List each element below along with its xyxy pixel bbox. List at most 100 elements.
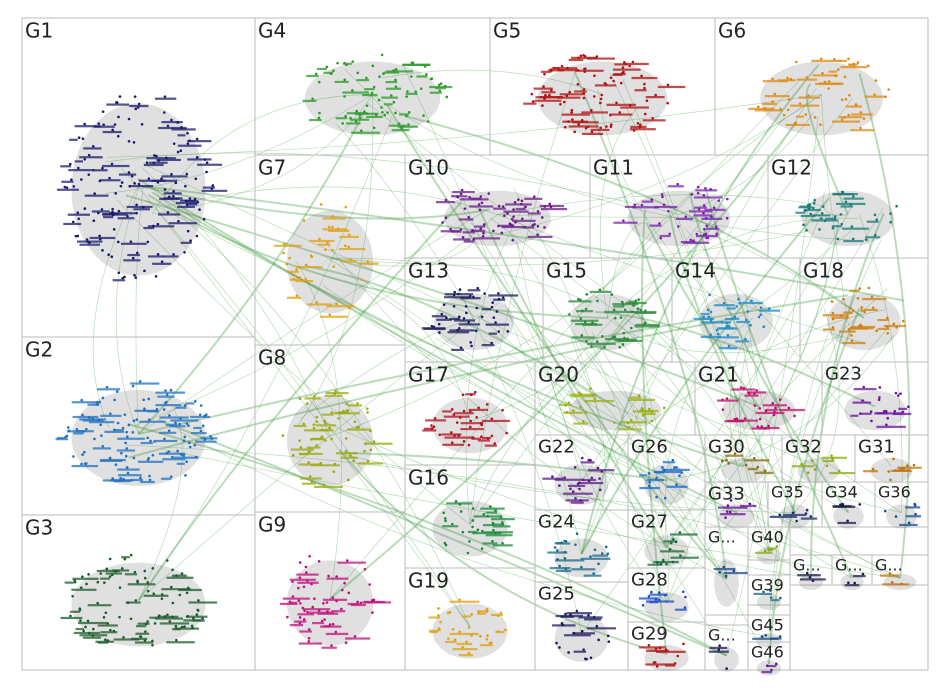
node — [703, 227, 706, 231]
node-label-mark — [452, 648, 478, 651]
node — [436, 614, 440, 617]
node — [328, 623, 332, 626]
node — [394, 85, 398, 88]
node — [457, 315, 461, 319]
node-label-mark — [571, 568, 596, 571]
node — [844, 98, 848, 101]
node — [297, 586, 300, 590]
node-label-mark — [449, 317, 461, 321]
node-label-mark — [104, 430, 125, 433]
node — [195, 613, 199, 616]
node — [718, 571, 721, 574]
edge — [745, 292, 796, 513]
node-label-mark — [323, 625, 332, 628]
node-label-mark — [431, 315, 447, 318]
edge — [607, 222, 645, 319]
node-label-mark — [112, 569, 130, 572]
node-label-mark — [656, 650, 686, 653]
node — [709, 333, 712, 337]
node — [805, 76, 809, 79]
node — [84, 625, 87, 629]
node — [166, 211, 170, 214]
node — [430, 424, 433, 427]
node — [318, 111, 321, 115]
node-label-mark — [356, 79, 370, 82]
node — [449, 227, 452, 231]
group-label: G46 — [751, 643, 784, 662]
node — [330, 644, 333, 647]
node-label-mark — [527, 235, 553, 239]
node — [337, 417, 340, 420]
node — [589, 387, 592, 390]
node-label-mark — [183, 619, 202, 622]
node — [471, 519, 475, 522]
node — [330, 411, 334, 414]
node — [311, 97, 314, 101]
node-label-mark — [831, 316, 850, 319]
node-label-mark — [800, 578, 826, 581]
node — [121, 276, 124, 280]
node — [201, 424, 205, 428]
edge — [323, 239, 727, 580]
node-label-mark — [485, 511, 498, 514]
node — [323, 618, 326, 621]
node — [709, 310, 713, 314]
edge — [145, 200, 901, 579]
node — [76, 234, 80, 238]
node-label-mark — [68, 169, 95, 172]
node-label-mark — [477, 610, 489, 613]
node-label-mark — [747, 468, 758, 471]
edge — [335, 123, 475, 319]
node — [185, 203, 189, 207]
edge — [805, 83, 849, 215]
node — [735, 305, 738, 308]
node — [137, 182, 141, 186]
node-label-mark — [523, 102, 537, 105]
node-label-mark — [580, 557, 611, 560]
node — [470, 613, 474, 616]
node-label-mark — [322, 598, 348, 601]
node-label-mark — [311, 438, 326, 441]
node-label-mark — [666, 485, 688, 488]
node — [504, 628, 507, 632]
node — [116, 421, 120, 425]
node — [675, 465, 678, 469]
edge — [600, 94, 822, 293]
node — [764, 409, 768, 413]
node-label-mark — [444, 296, 470, 299]
node — [582, 648, 585, 651]
node-label-mark — [364, 442, 393, 445]
node-label-mark — [622, 62, 649, 66]
node — [662, 468, 665, 472]
node-label-mark — [583, 574, 602, 577]
node-label-mark — [592, 554, 608, 557]
node-label-mark — [580, 461, 595, 464]
node-label-mark — [815, 82, 844, 86]
node — [125, 466, 129, 469]
node-label-mark — [566, 612, 592, 615]
node — [611, 336, 615, 339]
node-label-mark — [654, 205, 678, 209]
node-label-mark — [850, 113, 873, 116]
node — [722, 301, 726, 305]
node-label-mark — [274, 244, 302, 247]
node — [315, 415, 319, 419]
node — [80, 178, 83, 181]
node-label-mark — [326, 577, 349, 580]
node — [328, 426, 331, 430]
node — [135, 203, 138, 207]
node — [307, 461, 310, 464]
node — [312, 426, 316, 430]
node-label-mark — [754, 471, 774, 474]
node — [727, 462, 730, 465]
node — [201, 617, 204, 620]
node — [563, 125, 567, 129]
node-label-mark — [490, 613, 503, 617]
node-label-mark — [850, 129, 875, 132]
node-label-mark — [837, 521, 857, 525]
node — [558, 564, 561, 568]
node-label-mark — [295, 280, 314, 283]
node — [108, 557, 112, 561]
node-label-mark — [638, 597, 659, 600]
node — [330, 437, 333, 441]
